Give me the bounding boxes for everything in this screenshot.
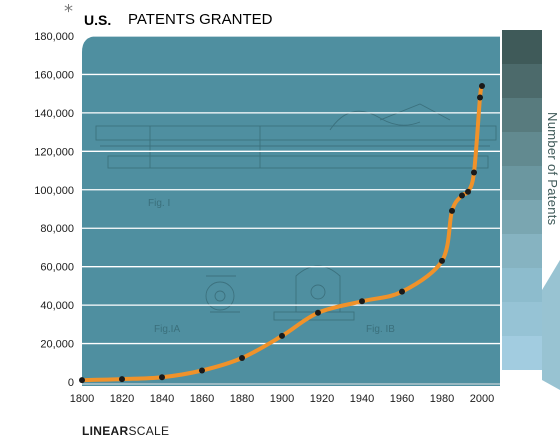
y-tick-label: 60,000 bbox=[40, 262, 74, 274]
y-tick-label: 80,000 bbox=[40, 223, 74, 235]
legend-swatch bbox=[502, 234, 542, 268]
data-point bbox=[439, 257, 445, 264]
legend-swatch bbox=[502, 268, 542, 302]
data-point bbox=[279, 332, 285, 339]
legend-swatch bbox=[502, 132, 542, 166]
legend-swatch bbox=[502, 30, 542, 64]
x-tick-label: 1980 bbox=[430, 393, 454, 405]
chart-panel bbox=[82, 36, 500, 386]
patent-drawing-illustration bbox=[95, 103, 497, 321]
figure-label: Fig.IA bbox=[154, 324, 180, 335]
figure-label: Fig. IB bbox=[366, 324, 395, 335]
x-tick-label: 1960 bbox=[390, 393, 414, 405]
data-point bbox=[471, 169, 477, 176]
data-point bbox=[479, 82, 485, 89]
data-point bbox=[477, 94, 483, 101]
legend-swatch bbox=[502, 64, 542, 98]
y-tick-label: 40,000 bbox=[40, 300, 74, 312]
x-tick-label: 1820 bbox=[110, 393, 134, 405]
y-tick-label: 140,000 bbox=[34, 108, 74, 120]
x-tick-label: 1900 bbox=[270, 393, 294, 405]
y-tick-label: 120,000 bbox=[34, 146, 74, 158]
data-point bbox=[239, 354, 245, 361]
legend-swatch bbox=[502, 336, 542, 370]
chart-title-bold: U.S. bbox=[84, 12, 112, 28]
y-tick-label: 0 bbox=[68, 377, 74, 389]
x-tick-label: 1860 bbox=[190, 393, 214, 405]
data-point bbox=[465, 188, 471, 195]
data-point bbox=[79, 377, 85, 384]
scale-label-bold: LINEAR bbox=[82, 424, 129, 438]
y-tick-label: 160,000 bbox=[34, 69, 74, 81]
series-line bbox=[80, 84, 484, 383]
asterisk-icon: * bbox=[64, 1, 73, 22]
legend-swatch bbox=[502, 98, 542, 132]
y-tick-label: 20,000 bbox=[40, 339, 74, 351]
legend-pointer bbox=[542, 260, 560, 390]
x-tick-label: 1880 bbox=[230, 393, 254, 405]
x-tick-label: 2000 bbox=[470, 393, 494, 405]
scale-label-rest: SCALE bbox=[128, 424, 170, 438]
legend-swatch bbox=[502, 200, 542, 234]
x-tick-label: 1800 bbox=[70, 393, 94, 405]
data-point bbox=[399, 288, 405, 295]
data-point bbox=[199, 367, 205, 374]
x-tick-label: 1940 bbox=[350, 393, 374, 405]
legend-swatch bbox=[502, 302, 542, 336]
chart-title: PATENTS GRANTED bbox=[128, 11, 273, 28]
data-point bbox=[359, 298, 365, 305]
data-point bbox=[315, 309, 321, 316]
x-tick-label: 1920 bbox=[310, 393, 334, 405]
legend-swatch bbox=[502, 166, 542, 200]
data-point bbox=[449, 207, 455, 214]
scale-label: LINEARSCALE bbox=[82, 424, 169, 438]
y-tick-label: 100,000 bbox=[34, 185, 74, 197]
legend-label: Number of Patents bbox=[545, 112, 560, 226]
x-tick-label: 1840 bbox=[150, 393, 174, 405]
figure-label: Fig. I bbox=[148, 198, 170, 209]
data-point bbox=[459, 192, 465, 199]
y-tick-label: 180,000 bbox=[34, 31, 74, 43]
data-point bbox=[119, 376, 125, 383]
data-point bbox=[159, 374, 165, 381]
